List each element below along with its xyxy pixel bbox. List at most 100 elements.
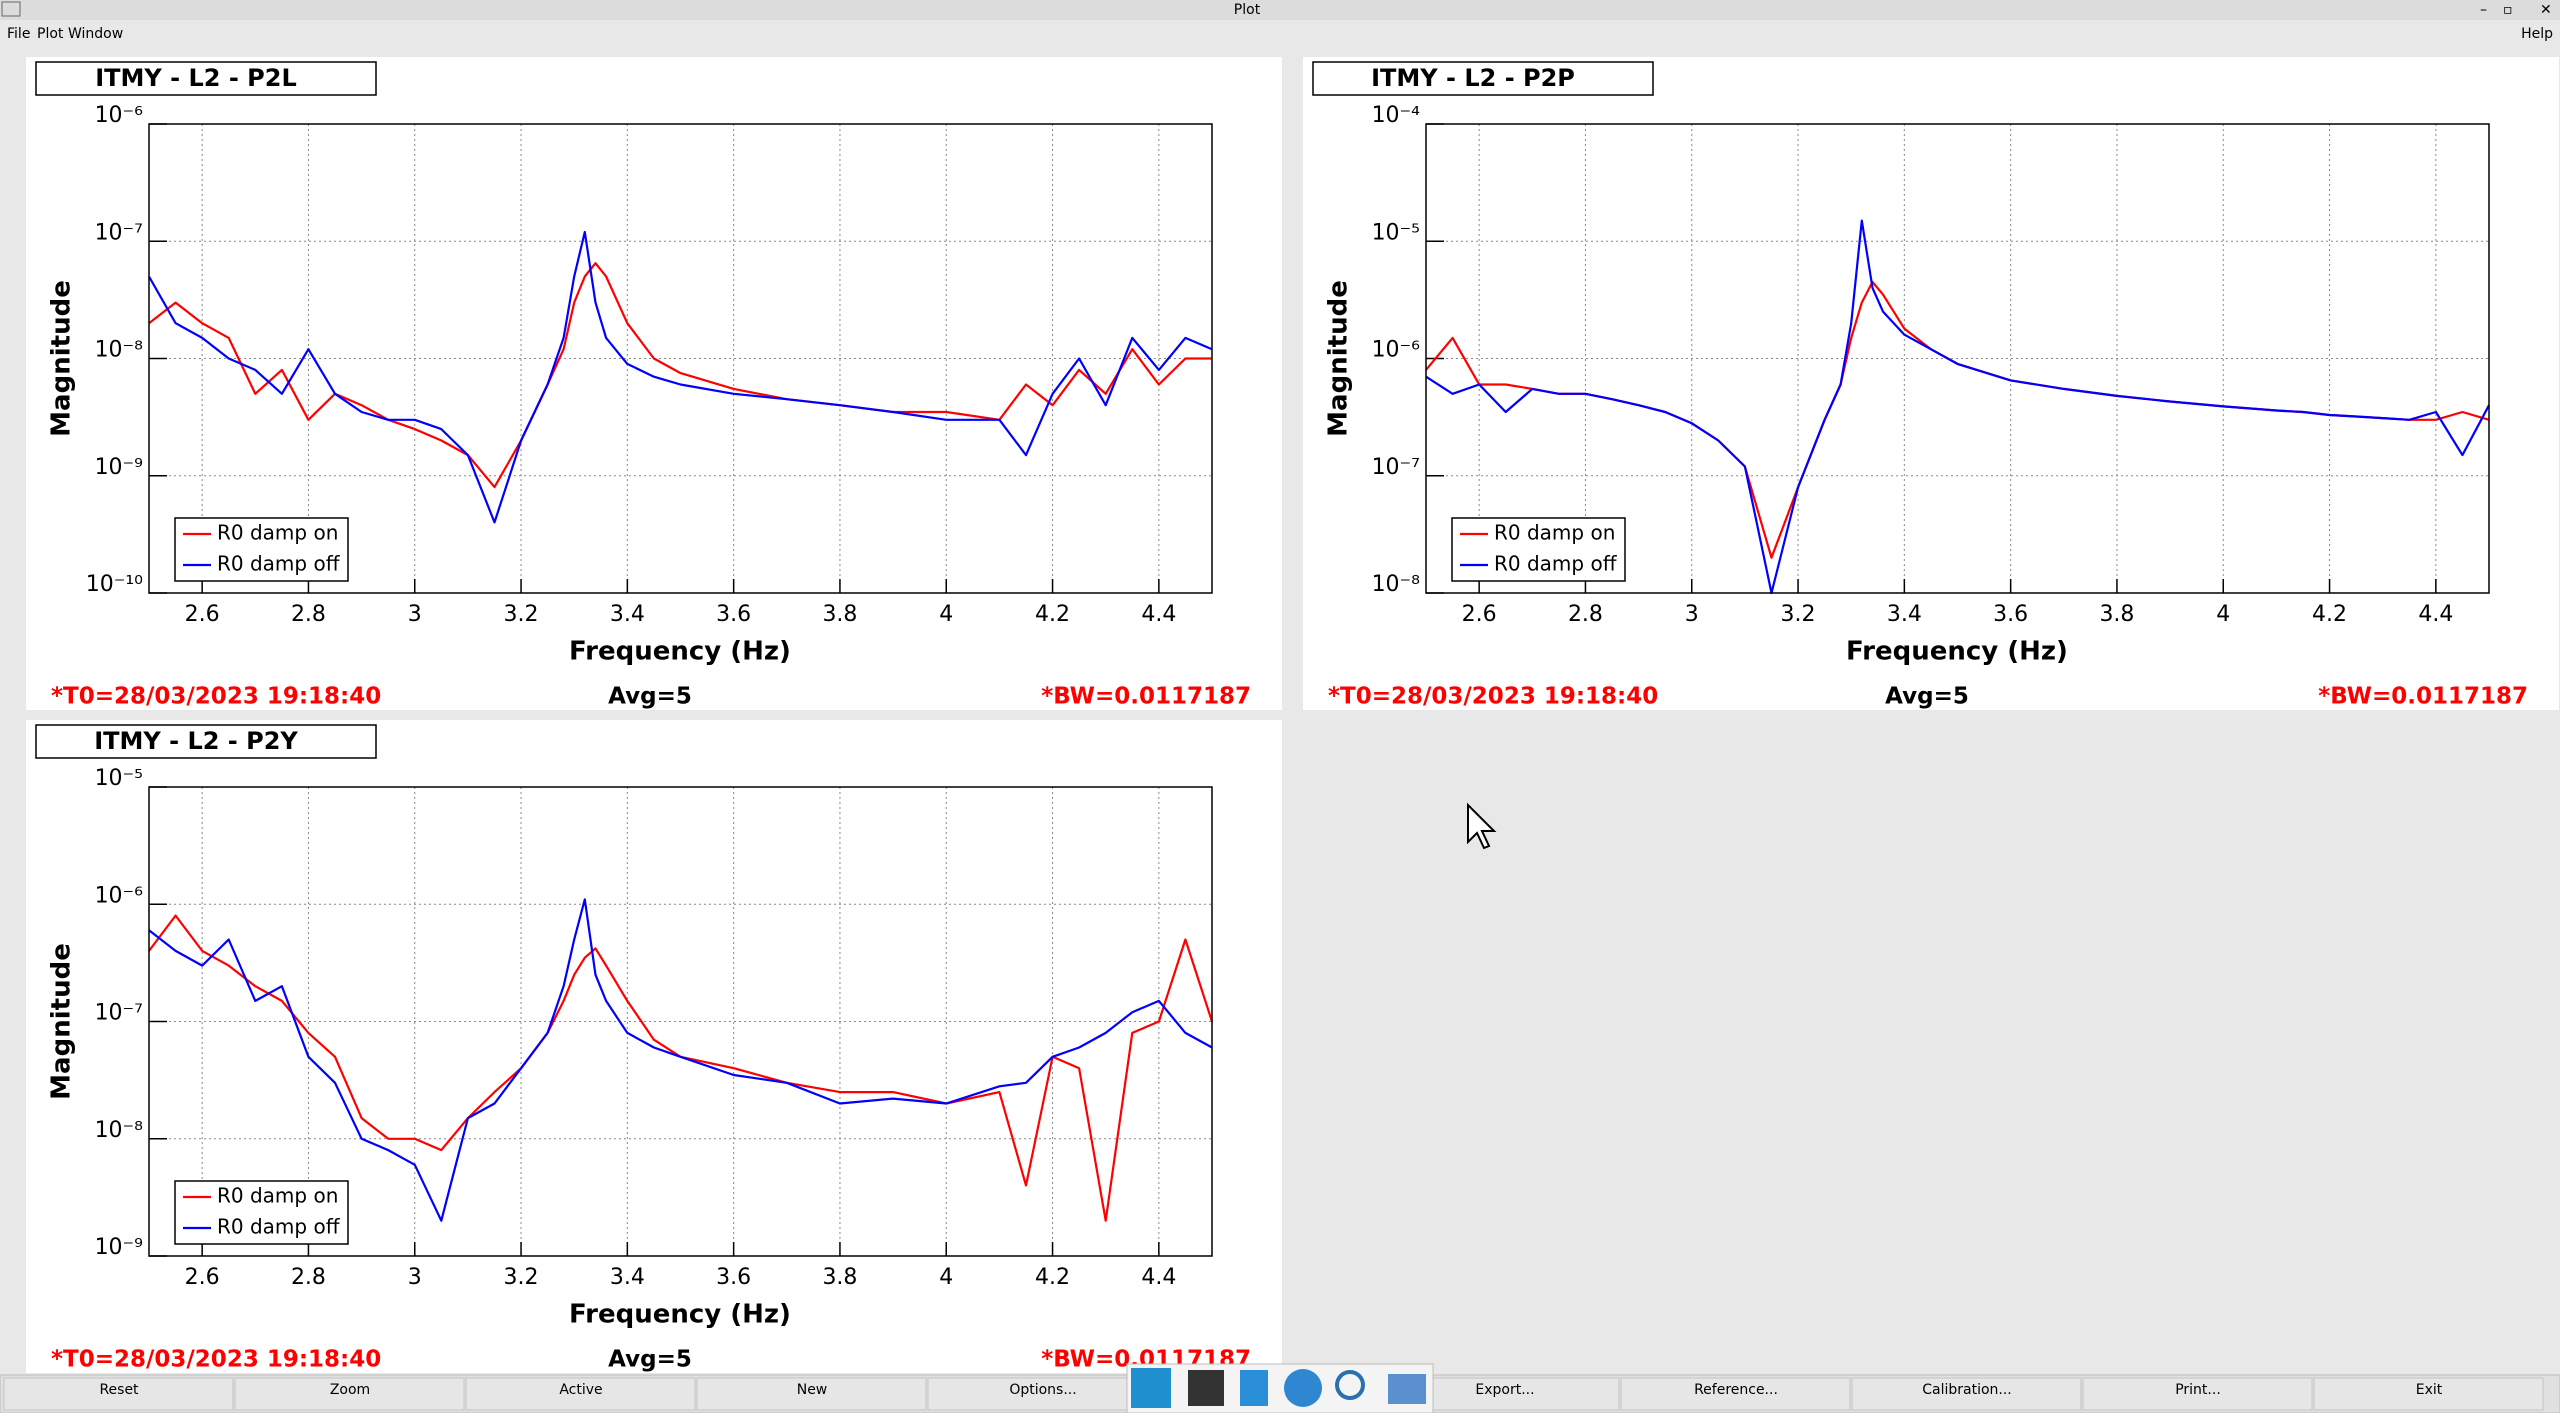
minimize-button[interactable]: – xyxy=(2480,2,2487,18)
x-tick-label: 3.4 xyxy=(610,602,645,627)
x-tick-label: 4 xyxy=(2216,602,2230,627)
legend-label: R0 damp off xyxy=(1494,552,1618,576)
legend-label: R0 damp on xyxy=(217,521,338,545)
menu-window[interactable]: Window xyxy=(68,26,123,42)
plot-frame xyxy=(148,123,1213,594)
x-tick-label: 4.4 xyxy=(1141,1265,1176,1290)
series-line xyxy=(148,914,1214,1222)
footer-avg: Avg=5 xyxy=(608,684,692,710)
panel-title-box xyxy=(35,61,377,96)
panel-title: ITMY - L2 - P2Y xyxy=(94,727,298,755)
plot-frame xyxy=(148,786,1213,1257)
y-tick-label: 10⁻⁶ xyxy=(1372,338,1421,363)
menu-file[interactable]: File xyxy=(7,26,30,42)
x-tick-label: 3.8 xyxy=(822,1265,857,1290)
x-tick-label: 4.2 xyxy=(1035,1265,1070,1290)
footer-avg: Avg=5 xyxy=(1885,684,1969,710)
taskbar xyxy=(1126,1363,1434,1413)
y-tick-label: 10⁻⁶ xyxy=(95,883,144,908)
taskbar-background xyxy=(1126,1363,1434,1413)
x-tick-label: 3 xyxy=(1685,602,1699,627)
taskbar-files[interactable] xyxy=(1388,1374,1426,1404)
toolbar-button-label[interactable]: Reference... xyxy=(1694,1382,1778,1398)
toolbar-button-label[interactable]: Zoom xyxy=(330,1382,370,1398)
y-axis-title: Magnitude xyxy=(47,943,77,1100)
x-tick-label: 3.4 xyxy=(610,1265,645,1290)
x-tick-label: 2.8 xyxy=(1568,602,1603,627)
toolbar-button[interactable] xyxy=(1851,1377,2082,1411)
y-tick-label: 10⁻⁷ xyxy=(95,1001,143,1026)
footer-avg: Avg=5 xyxy=(608,1347,692,1373)
toolbar-button-label[interactable]: New xyxy=(797,1382,828,1398)
plot-panel: ITMY - L2 - P2P 10⁻⁸ 10⁻⁷ 10⁻⁶ 10⁻⁵ 10⁻⁴ 2.6 2.… xyxy=(1303,57,2559,710)
taskbar-editor[interactable] xyxy=(1240,1370,1268,1406)
toolbar-button-label[interactable]: Exit xyxy=(2416,1382,2443,1398)
x-tick-label: 3.8 xyxy=(822,602,857,627)
toolbar-button[interactable] xyxy=(1620,1377,1851,1411)
x-tick-label: 4 xyxy=(939,602,953,627)
panel-title-box xyxy=(1312,61,1654,96)
x-tick-label: 3.2 xyxy=(504,1265,539,1290)
x-tick-label: 3.4 xyxy=(1887,602,1922,627)
plot-panel: ITMY - L2 - P2Y 10⁻⁹ 10⁻⁸ 10⁻⁷ 10⁻⁶ 10⁻⁵ 2.6 2.… xyxy=(26,720,1282,1373)
y-tick-label: 10⁻⁷ xyxy=(1372,455,1420,480)
footer-t0: *T0=28/03/2023 19:18:40 xyxy=(51,1347,381,1373)
toolbar-button[interactable] xyxy=(234,1377,465,1411)
x-tick-label: 3.2 xyxy=(1781,602,1816,627)
x-axis-title: Frequency (Hz) xyxy=(569,637,791,667)
footer-bw: *BW=0.0117187 xyxy=(1041,684,1251,710)
menu-plot[interactable]: Plot xyxy=(37,26,64,42)
legend-label: R0 damp off xyxy=(217,552,341,576)
toolbar-button-label[interactable]: Active xyxy=(559,1382,602,1398)
maximize-button[interactable]: ▫ xyxy=(2503,2,2513,18)
taskbar-terminal[interactable] xyxy=(1188,1370,1224,1406)
taskbar-search[interactable] xyxy=(1335,1370,1365,1400)
footer-t0: *T0=28/03/2023 19:18:40 xyxy=(51,684,381,710)
legend-box xyxy=(1451,517,1626,582)
y-tick-label: 10⁻⁸ xyxy=(95,338,144,363)
x-tick-label: 4 xyxy=(939,1265,953,1290)
x-tick-label: 3.6 xyxy=(716,1265,751,1290)
x-axis-title: Frequency (Hz) xyxy=(569,1300,791,1330)
plot-area: ITMY - L2 - P2L 10⁻¹⁰ 10⁻⁹ 10⁻⁸ 10⁻⁷ 10⁻⁶ 2.6 2… xyxy=(26,57,2559,1373)
menu-help[interactable]: Help xyxy=(2521,26,2553,42)
toolbar-button[interactable] xyxy=(2082,1377,2313,1411)
plot-frame xyxy=(1425,123,2490,594)
y-axis-title: Magnitude xyxy=(1324,280,1354,437)
toolbar-button[interactable] xyxy=(3,1377,234,1411)
x-tick-label: 4.2 xyxy=(2312,602,2347,627)
footer-bw: *BW=0.0117187 xyxy=(2318,684,2528,710)
x-tick-label: 2.6 xyxy=(185,602,220,627)
y-tick-label: 10⁻⁸ xyxy=(95,1118,144,1143)
toolbar-button[interactable] xyxy=(2313,1377,2544,1411)
x-tick-label: 3.6 xyxy=(716,602,751,627)
x-tick-label: 3.2 xyxy=(504,602,539,627)
mouse-cursor xyxy=(1467,802,1497,850)
toolbar-button-label[interactable]: Reset xyxy=(99,1382,139,1398)
panel-title: ITMY - L2 - P2P xyxy=(1371,64,1575,92)
window-title: Plot xyxy=(1234,2,1261,18)
toolbar-button-label[interactable]: Calibration... xyxy=(1922,1382,2012,1398)
taskbar-browser[interactable] xyxy=(1284,1369,1322,1407)
toolbar-button-label[interactable]: Export... xyxy=(1475,1382,1534,1398)
y-tick-label: 10⁻⁵ xyxy=(95,766,143,791)
title-bar xyxy=(0,0,2560,20)
taskbar-app[interactable] xyxy=(1131,1368,1171,1408)
toolbar-button[interactable] xyxy=(465,1377,696,1411)
plot-panel: ITMY - L2 - P2L 10⁻¹⁰ 10⁻⁹ 10⁻⁸ 10⁻⁷ 10⁻⁶ 2.6 2… xyxy=(26,57,1282,710)
x-tick-label: 4.4 xyxy=(1141,602,1176,627)
y-axis-title: Magnitude xyxy=(47,280,77,437)
x-tick-label: 2.8 xyxy=(291,602,326,627)
x-tick-label: 3 xyxy=(408,602,422,627)
legend-box xyxy=(174,1180,349,1245)
y-tick-label: 10⁻⁸ xyxy=(1372,572,1421,597)
toolbar-button-label[interactable]: Print... xyxy=(2175,1382,2221,1398)
toolbar-button[interactable] xyxy=(696,1377,927,1411)
toolbar-button-label[interactable]: Options... xyxy=(1009,1382,1076,1398)
series-line xyxy=(148,230,1213,524)
legend-label: R0 damp off xyxy=(217,1215,341,1239)
panel-title: ITMY - L2 - P2L xyxy=(95,64,296,92)
close-button[interactable]: ✕ xyxy=(2540,2,2552,18)
toolbar-button[interactable] xyxy=(927,1377,1158,1411)
